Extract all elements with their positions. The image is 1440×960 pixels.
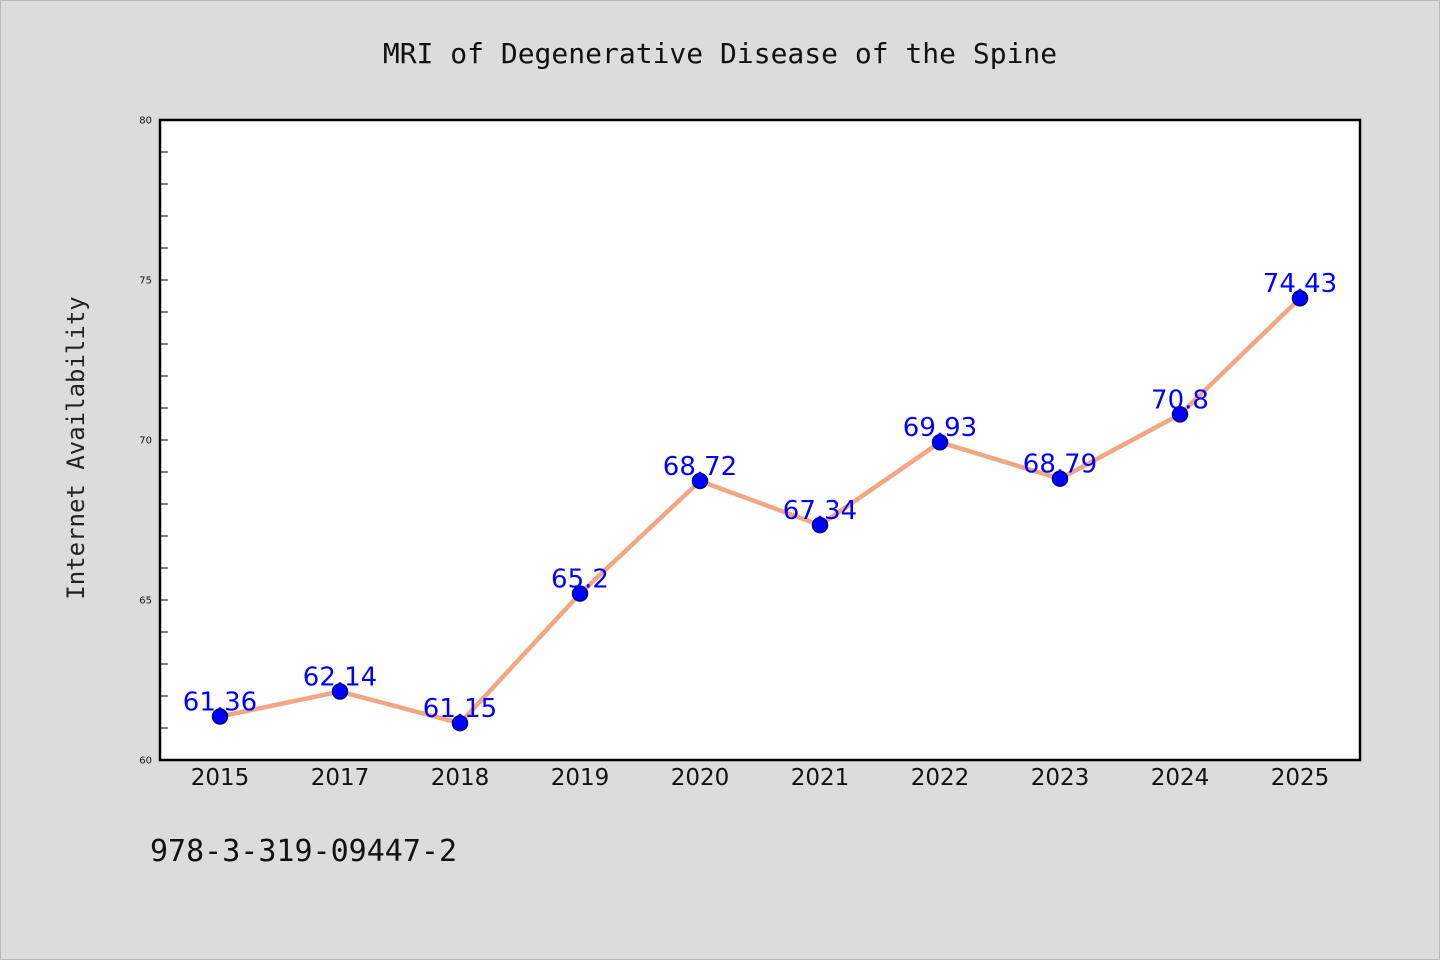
- data-point: [331, 683, 349, 700]
- data-point: [1051, 470, 1069, 487]
- x-tick-label: 2021: [791, 765, 850, 791]
- data-label: 69.93: [903, 413, 977, 443]
- x-tick-label: 2024: [1151, 765, 1210, 791]
- data-point: [691, 472, 709, 490]
- plot-area: [158, 118, 1362, 762]
- data-label: 61.36: [183, 687, 257, 717]
- x-tick-label: 2017: [311, 765, 370, 791]
- data-label: 62.14: [303, 663, 377, 693]
- y-tick-label: 80: [139, 116, 152, 127]
- series-line: [217, 295, 1303, 726]
- data-point: [931, 433, 949, 451]
- data-point: [1291, 289, 1309, 307]
- x-tick-label: 2025: [1271, 765, 1330, 791]
- x-tick-label: 2020: [671, 765, 730, 791]
- data-label: 67.34: [783, 496, 857, 526]
- data-label: 68.72: [663, 452, 737, 482]
- data-point: [451, 714, 469, 732]
- data-point: [211, 708, 229, 725]
- y-tick-label: 75: [139, 276, 152, 287]
- data-label: 65.2: [551, 565, 609, 595]
- chart-title: MRI of Degenerative Disease of the Spine: [383, 37, 1057, 70]
- data-labels: 61.36 62.14 61.15 65.2 68.72 67.34 69.93 68.79 7…: [183, 269, 1337, 724]
- y-axis-label: Internet Availability: [62, 296, 90, 599]
- y-tick-label: 65: [139, 596, 152, 607]
- y-tick-label: 70: [139, 436, 152, 447]
- y-tick-label: 60: [139, 756, 152, 767]
- series: [211, 289, 1309, 732]
- data-label: 74.43: [1263, 269, 1337, 299]
- x-tick-label: 2018: [431, 765, 490, 791]
- x-tick-label: 2023: [1031, 765, 1090, 791]
- x-tick-label: 2019: [551, 765, 610, 791]
- footnote-isbn: 978-3-319-09447-2: [150, 834, 458, 869]
- x-axis-ticks: 2015 2017 2018 2019 2020 2021 2022 2023 2024 2025: [191, 765, 1330, 791]
- data-point: [811, 516, 829, 534]
- data-label: 68.79: [1023, 450, 1097, 480]
- data-label: 70.8: [1151, 385, 1209, 415]
- data-point: [1171, 406, 1189, 423]
- x-tick-label: 2015: [191, 765, 250, 791]
- data-point: [571, 585, 589, 602]
- data-label: 61.15: [423, 694, 497, 724]
- y-axis-ticks: 60 65 70 75 80: [139, 116, 168, 767]
- x-tick-label: 2022: [911, 765, 970, 791]
